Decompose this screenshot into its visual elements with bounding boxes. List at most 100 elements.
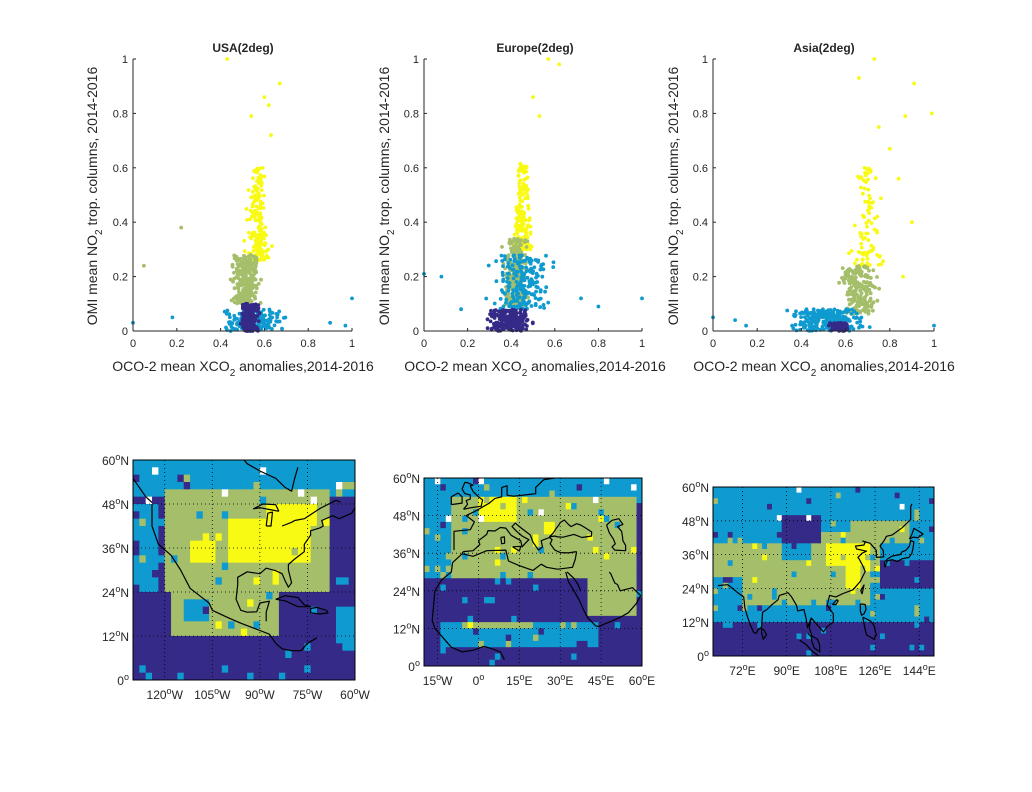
grid-cell	[440, 559, 447, 567]
grid-cell	[614, 615, 621, 623]
grid-cell	[631, 584, 637, 592]
grid-cell	[171, 548, 178, 556]
grid-cell	[462, 572, 468, 579]
scatter-point	[240, 278, 245, 283]
grid-cell	[757, 498, 763, 505]
scatter-point	[539, 263, 544, 267]
tick-value: 0	[408, 660, 415, 674]
scatter-point	[251, 176, 255, 181]
grid-cell	[152, 636, 159, 644]
grid-cell	[183, 504, 191, 512]
grid-cell	[625, 634, 632, 642]
grid-cell	[821, 487, 827, 494]
scatter-point	[821, 327, 826, 332]
hemisphere: E	[606, 674, 614, 688]
grid-cell	[272, 628, 280, 637]
grid-cell	[429, 622, 436, 629]
grid-cell	[177, 636, 185, 644]
grid-cell	[625, 572, 632, 579]
grid-cell	[527, 659, 534, 666]
grid-cell	[171, 628, 178, 637]
grid-cell	[625, 559, 632, 567]
scatter-point	[867, 325, 872, 329]
grid-cell	[598, 540, 605, 548]
grid-cell	[183, 460, 191, 468]
scatter-point	[511, 295, 516, 300]
grid-cell	[445, 503, 452, 510]
grid-cell	[549, 521, 556, 529]
grid-cell	[348, 658, 355, 666]
grid-cell	[152, 518, 159, 527]
grid-cell	[473, 609, 479, 617]
grid-cell	[462, 540, 468, 548]
grid-cell	[316, 606, 324, 615]
grid-cell	[139, 592, 147, 600]
grid-cell	[478, 496, 485, 504]
grid-cell	[560, 603, 567, 610]
grid-cell	[752, 492, 758, 499]
grid-cell	[489, 540, 496, 548]
grid-cell	[533, 509, 539, 516]
grid-cell	[304, 511, 311, 520]
grid-cell	[571, 615, 577, 623]
graticule	[424, 478, 642, 666]
grid-cell	[278, 467, 286, 476]
coastline	[461, 481, 484, 510]
grid-cell	[522, 609, 528, 617]
grid-cell	[133, 548, 140, 556]
grid-cell	[234, 548, 242, 556]
grid-cell	[221, 489, 229, 498]
grid-cell	[164, 540, 172, 549]
scatter-point	[245, 318, 250, 323]
scatter-point	[506, 284, 511, 289]
grid-cell	[342, 658, 350, 666]
grid-cell	[335, 555, 343, 564]
grid-cell	[538, 546, 545, 554]
grid-cell	[164, 658, 172, 666]
grid-cell	[522, 478, 528, 485]
grid-cell	[171, 599, 178, 608]
grid-cell	[342, 496, 350, 505]
grid-cell	[451, 553, 458, 560]
grid-cell	[489, 490, 496, 498]
grid-cell	[516, 565, 523, 573]
scatter-point	[500, 325, 504, 329]
grid-cell	[221, 504, 229, 512]
grid-cell	[467, 609, 474, 617]
y-tick-label: 0.8	[113, 108, 128, 120]
grid-cell	[909, 487, 915, 494]
grid-cell	[592, 496, 599, 504]
grid-cell	[323, 643, 331, 652]
grid-cell	[164, 482, 172, 490]
grid-cell	[291, 518, 299, 527]
grid-cell	[527, 584, 534, 592]
grid-cell	[177, 504, 185, 512]
grid-cell	[202, 474, 210, 483]
grid-cell	[522, 503, 528, 510]
grid-cell	[451, 565, 458, 573]
scatter-point	[519, 265, 524, 269]
grid-cell	[209, 592, 216, 600]
grid-cell	[609, 496, 616, 504]
scatter-point	[785, 308, 790, 313]
grid-cell	[625, 622, 632, 629]
grid-cell	[631, 653, 637, 661]
grid-cell	[560, 628, 567, 636]
grid-cell	[522, 565, 528, 573]
scatter-point	[259, 233, 264, 238]
grid-cell	[152, 584, 159, 593]
scatter-point	[815, 326, 819, 331]
grid-cell	[609, 647, 616, 654]
grid-cell	[929, 498, 934, 505]
lat-tick-label: 36oN	[393, 545, 420, 561]
scatter-point	[523, 196, 527, 201]
grid-cell	[467, 597, 474, 604]
grid-cell	[614, 659, 621, 666]
scatter-point	[508, 257, 513, 262]
tick-value: 0	[473, 674, 480, 688]
scatter-point	[793, 322, 798, 327]
x-tick-label: 1	[931, 338, 937, 350]
grid-cell	[620, 503, 627, 510]
grid-cell	[582, 515, 588, 523]
grid-cell	[631, 509, 637, 516]
